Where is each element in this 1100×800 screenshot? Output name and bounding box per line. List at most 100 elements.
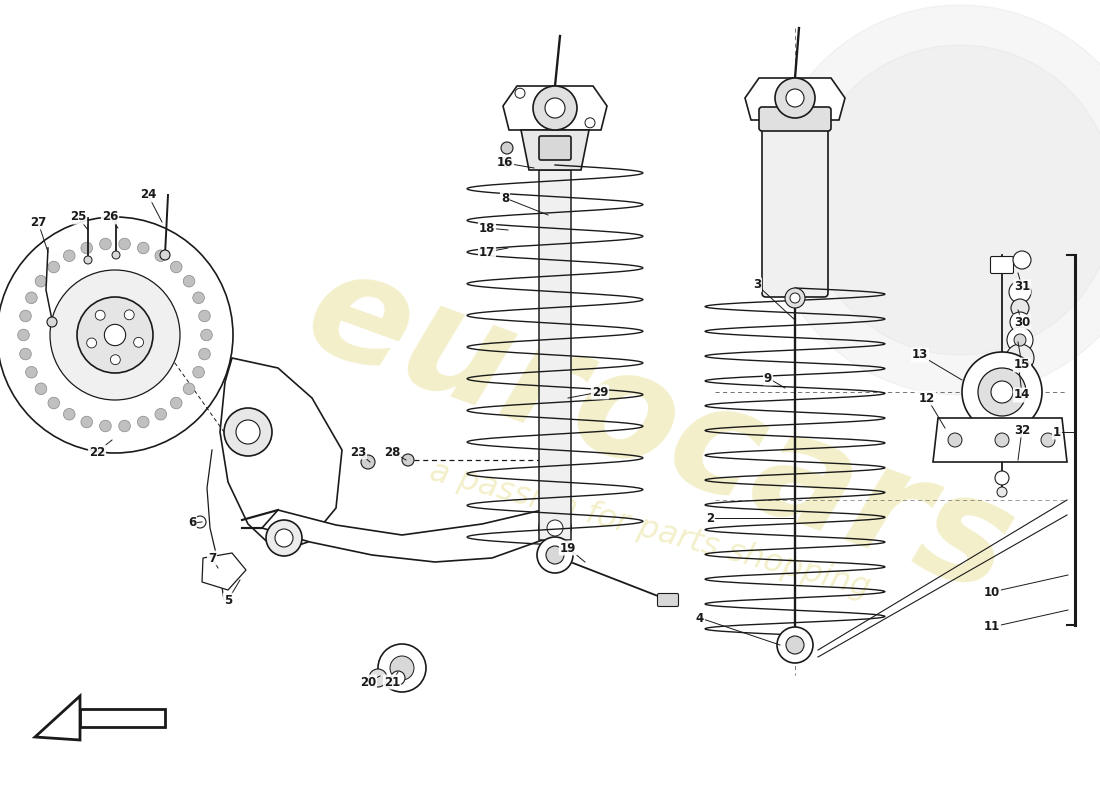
Circle shape [585,118,595,128]
Circle shape [119,420,131,432]
Circle shape [1010,312,1030,332]
Circle shape [991,381,1013,403]
Circle shape [1014,334,1026,346]
Circle shape [547,520,563,536]
Circle shape [199,310,210,322]
Circle shape [160,250,170,260]
Circle shape [124,310,134,320]
Circle shape [500,142,513,154]
Text: eurocars: eurocars [288,235,1032,625]
Text: 25: 25 [69,210,86,223]
Circle shape [786,636,804,654]
Circle shape [100,420,111,432]
Text: 7: 7 [208,551,216,565]
Polygon shape [745,78,845,120]
FancyBboxPatch shape [539,136,571,160]
Circle shape [25,292,37,303]
Circle shape [790,293,800,303]
Text: 4: 4 [696,611,704,625]
Text: 21: 21 [384,675,400,689]
Circle shape [77,297,153,373]
FancyBboxPatch shape [990,257,1013,274]
Circle shape [100,238,111,250]
Circle shape [997,487,1006,497]
Text: 23: 23 [350,446,366,458]
Text: 11: 11 [983,621,1000,634]
FancyBboxPatch shape [762,116,828,297]
Circle shape [87,338,97,348]
Circle shape [184,383,195,394]
Circle shape [84,256,92,264]
Text: 31: 31 [1014,281,1030,294]
Circle shape [50,270,180,400]
Circle shape [537,537,573,573]
Circle shape [1006,327,1033,353]
Text: 20: 20 [360,675,376,689]
Polygon shape [80,709,165,727]
Circle shape [1011,299,1028,317]
Circle shape [155,250,166,262]
Circle shape [996,471,1009,485]
Circle shape [64,250,75,262]
Circle shape [805,45,1100,355]
Circle shape [978,368,1026,416]
Text: 8: 8 [500,191,509,205]
Circle shape [378,644,426,692]
Circle shape [48,262,59,273]
Circle shape [138,242,150,254]
Polygon shape [262,510,562,562]
Circle shape [785,288,805,308]
Circle shape [200,330,212,341]
Circle shape [64,409,75,420]
FancyBboxPatch shape [658,594,679,606]
Text: 3: 3 [752,278,761,291]
Circle shape [35,275,47,287]
Bar [539,170,571,540]
Circle shape [224,408,272,456]
Text: 13: 13 [912,349,928,362]
Circle shape [539,512,571,544]
Circle shape [1009,281,1031,303]
Circle shape [777,627,813,663]
Circle shape [390,656,414,680]
Circle shape [170,397,182,409]
Circle shape [35,383,47,394]
Circle shape [236,420,260,444]
Circle shape [112,251,120,259]
Circle shape [110,354,120,365]
Text: 14: 14 [1014,389,1031,402]
Text: 29: 29 [592,386,608,398]
Text: 1: 1 [1053,426,1062,438]
Circle shape [20,348,31,360]
Circle shape [962,352,1042,432]
Circle shape [155,409,166,420]
Circle shape [138,416,150,428]
Text: 16: 16 [497,157,514,170]
Circle shape [361,455,375,469]
Circle shape [18,330,30,341]
Circle shape [1041,433,1055,447]
Text: 6: 6 [188,517,196,530]
Polygon shape [521,130,588,170]
Text: 19: 19 [560,542,576,554]
Circle shape [25,366,37,378]
Text: 18: 18 [478,222,495,234]
Text: 15: 15 [1014,358,1031,371]
Polygon shape [933,418,1067,462]
Circle shape [515,88,525,98]
Polygon shape [220,358,342,552]
Circle shape [184,275,195,287]
Text: 12: 12 [918,391,935,405]
Circle shape [104,324,125,346]
Text: 22: 22 [89,446,106,458]
Polygon shape [35,696,80,740]
Circle shape [764,5,1100,395]
Text: a passion for parts shopping: a passion for parts shopping [426,456,873,604]
Circle shape [192,292,205,303]
Circle shape [194,516,206,528]
Text: 5: 5 [224,594,232,606]
Circle shape [20,310,31,322]
Circle shape [47,317,57,327]
Circle shape [192,366,205,378]
Text: 10: 10 [983,586,1000,598]
